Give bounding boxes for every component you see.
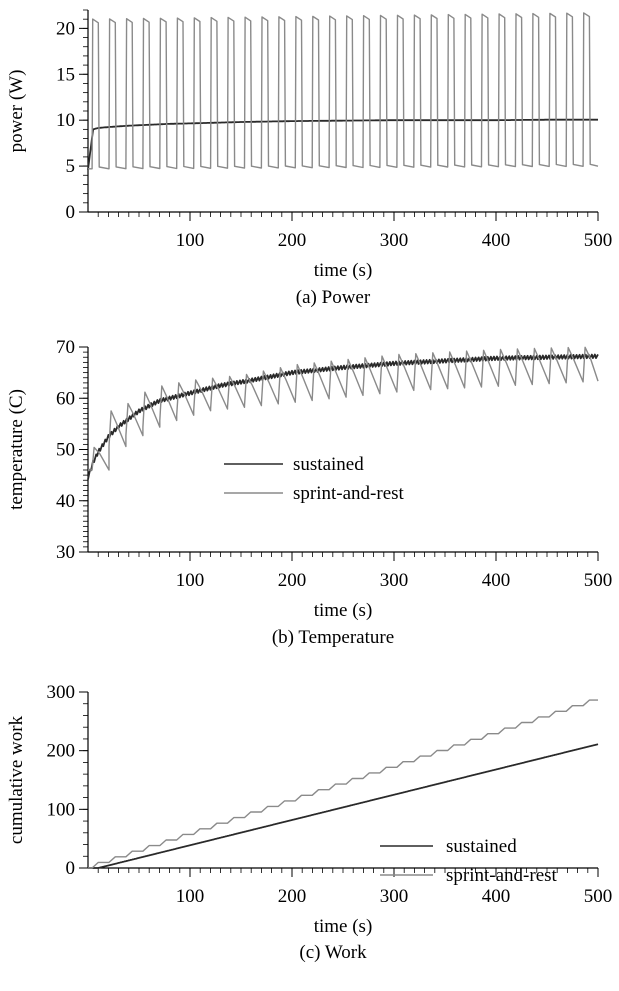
y-tick-label: 0 bbox=[66, 858, 76, 879]
series-line-sustained bbox=[87, 353, 599, 480]
chart-temperature: 30 40 50 60 70 100 200 300 400 500 time (s) tempera… bbox=[6, 337, 612, 648]
legend-label: sustained bbox=[446, 836, 517, 857]
x-tick-label: 100 bbox=[176, 230, 205, 251]
y-tick-label: 300 bbox=[47, 682, 76, 703]
figure-caption: (c) Work bbox=[299, 942, 367, 963]
y-axis-label: temperature (C) bbox=[6, 389, 27, 510]
x-tick-label: 500 bbox=[584, 886, 613, 907]
legend: sustained sprint-and-rest bbox=[224, 454, 405, 504]
legend-label: sprint-and-rest bbox=[293, 483, 405, 504]
y-axis-label: cumulative work bbox=[6, 715, 27, 844]
x-tick-label: 100 bbox=[176, 570, 205, 591]
chart-work: 0 100 200 300 100 200 300 400 500 time (s) cumulat… bbox=[6, 682, 612, 963]
legend-label: sprint-and-rest bbox=[446, 865, 558, 886]
series-line-sprint-and-rest bbox=[88, 12, 599, 170]
y-axis-label: power (W) bbox=[6, 70, 27, 153]
y-tick-label: 100 bbox=[47, 799, 76, 820]
x-tick-label: 400 bbox=[482, 570, 511, 591]
series-line-sprint-and-rest bbox=[88, 346, 599, 471]
x-tick-label: 100 bbox=[176, 886, 205, 907]
x-tick-label: 300 bbox=[380, 886, 409, 907]
y-tick-label: 15 bbox=[56, 64, 75, 85]
x-axis-label: time (s) bbox=[314, 260, 373, 281]
figure-caption: (a) Power bbox=[296, 287, 371, 308]
x-tick-label: 400 bbox=[482, 230, 511, 251]
y-tick-label: 20 bbox=[56, 18, 75, 39]
series-line-sustained bbox=[88, 743, 599, 869]
x-tick-label: 500 bbox=[584, 570, 613, 591]
x-axis-label: time (s) bbox=[314, 916, 373, 937]
y-tick-label: 40 bbox=[56, 491, 75, 512]
y-tick-label: 0 bbox=[66, 202, 76, 223]
y-tick-label: 10 bbox=[56, 110, 75, 131]
x-tick-label: 200 bbox=[278, 230, 307, 251]
series-line-sprint-and-rest bbox=[88, 699, 598, 869]
figure-caption: (b) Temperature bbox=[272, 627, 394, 648]
x-axis-label: time (s) bbox=[314, 600, 373, 621]
chart-power: 0 5 10 15 20 100 200 300 400 500 time (s) power (W)… bbox=[6, 9, 613, 308]
series-line-sustained bbox=[87, 118, 598, 170]
x-tick-label: 200 bbox=[278, 886, 307, 907]
x-tick-label: 300 bbox=[380, 230, 409, 251]
x-tick-label: 500 bbox=[584, 230, 613, 251]
legend: sustained sprint-and-rest bbox=[380, 836, 558, 886]
y-tick-label: 70 bbox=[56, 337, 75, 358]
x-tick-label: 300 bbox=[380, 570, 409, 591]
y-tick-label: 60 bbox=[56, 388, 75, 409]
legend-label: sustained bbox=[293, 454, 364, 475]
y-tick-label: 200 bbox=[47, 741, 76, 762]
y-tick-label: 50 bbox=[56, 440, 75, 461]
x-tick-label: 400 bbox=[482, 886, 511, 907]
y-tick-label: 30 bbox=[56, 542, 75, 563]
x-tick-label: 200 bbox=[278, 570, 307, 591]
y-tick-label: 5 bbox=[66, 156, 76, 177]
